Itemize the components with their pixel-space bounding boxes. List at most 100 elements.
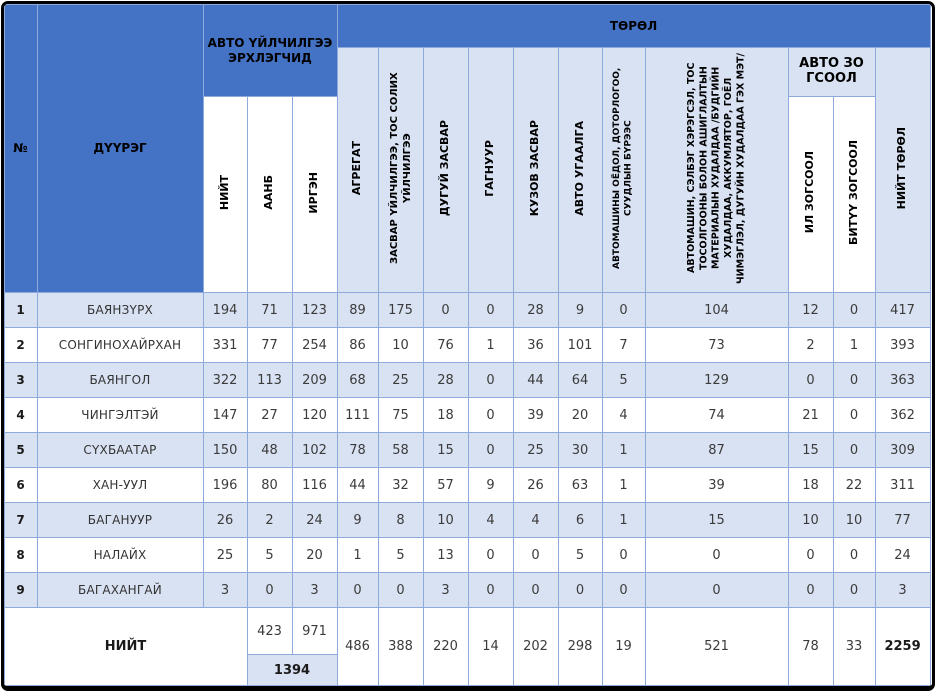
col-header-kuzov-zasvar: КУЗОВ ЗАСВАР [512, 47, 559, 293]
data-cell: 87 [644, 432, 789, 468]
data-cell: 89 [336, 292, 379, 328]
data-cell: 4 [467, 502, 514, 538]
data-cell: 1 [601, 467, 646, 503]
data-cell: 417 [874, 292, 931, 328]
district-name: БАГАХАНГАЙ [36, 572, 204, 608]
data-cell: 194 [202, 292, 248, 328]
data-cell: 0 [467, 362, 514, 398]
data-cell: 3 [422, 572, 469, 608]
data-cell: 25 [512, 432, 559, 468]
col-header-niit: НИЙТ [202, 96, 248, 293]
data-cell: 0 [832, 572, 876, 608]
row-number: 1 [3, 292, 38, 328]
data-cell: 0 [787, 537, 834, 573]
row-number: 7 [3, 502, 38, 538]
row-number: 6 [3, 467, 38, 503]
data-cell: 18 [787, 467, 834, 503]
data-cell: 101 [557, 327, 603, 363]
data-cell: 0 [422, 292, 469, 328]
data-cell: 15 [644, 502, 789, 538]
data-cell: 36 [512, 327, 559, 363]
data-cell: 1 [832, 327, 876, 363]
data-cell: 24 [874, 537, 931, 573]
data-cell: 0 [467, 432, 514, 468]
col-header-il-zogsool: ИЛ ЗОГСООЛ [787, 96, 834, 293]
total-cell: 202 [512, 607, 559, 686]
data-cell: 1 [336, 537, 379, 573]
data-cell: 175 [377, 292, 424, 328]
totals-row: НИЙТ 423 971 486 388 220 14 202 298 19 5… [3, 607, 931, 686]
data-cell: 0 [467, 292, 514, 328]
data-cell: 5 [246, 537, 293, 573]
data-cell: 0 [832, 432, 876, 468]
data-cell: 25 [377, 362, 424, 398]
row-number: 2 [3, 327, 38, 363]
row-number: 5 [3, 432, 38, 468]
district-name: ЧИНГЭЛТЭЙ [36, 397, 204, 433]
district-name: ХАН-УУЛ [36, 467, 204, 503]
data-cell: 80 [246, 467, 293, 503]
auto-service-statistics-table: № ДҮҮРЭГ АВТО ҮЙЛЧИЛГЭЭ ЭРХЛЭГЧИД ТӨРӨЛ … [3, 4, 931, 686]
data-cell: 15 [787, 432, 834, 468]
data-cell: 111 [336, 397, 379, 433]
table-row: 3 БАЯНГОЛ 322 113 209 68 25 28 0 44 64 5… [3, 362, 931, 398]
district-name: СОНГИНОХАЙРХАН [36, 327, 204, 363]
total-cell: 14 [467, 607, 514, 686]
data-cell: 15 [422, 432, 469, 468]
data-cell: 28 [422, 362, 469, 398]
data-cell: 0 [832, 537, 876, 573]
data-cell: 0 [601, 292, 646, 328]
data-cell: 58 [377, 432, 424, 468]
data-cell: 8 [377, 502, 424, 538]
total-aanb-cell: 423 [246, 607, 293, 655]
data-cell: 104 [644, 292, 789, 328]
total-irgen-cell: 971 [291, 607, 338, 655]
data-cell: 113 [246, 362, 293, 398]
data-cell: 78 [336, 432, 379, 468]
data-cell: 129 [644, 362, 789, 398]
data-cell: 150 [202, 432, 248, 468]
data-cell: 0 [832, 292, 876, 328]
total-cell: 78 [787, 607, 834, 686]
total-cell: 19 [601, 607, 646, 686]
data-cell: 331 [202, 327, 248, 363]
data-cell: 5 [601, 362, 646, 398]
data-cell: 0 [644, 537, 789, 573]
district-name: БАЯНЗҮРХ [36, 292, 204, 328]
table-row: 2 СОНГИНОХАЙРХАН 331 77 254 86 10 76 1 3… [3, 327, 931, 363]
data-cell: 9 [557, 292, 603, 328]
total-cell: 33 [832, 607, 876, 686]
table-row: 1 БАЯНЗҮРХ 194 71 123 89 175 0 0 28 9 0 … [3, 292, 931, 328]
data-cell: 10 [787, 502, 834, 538]
data-cell: 0 [336, 572, 379, 608]
header-row-groups: № ДҮҮРЭГ АВТО ҮЙЛЧИЛГЭЭ ЭРХЛЭГЧИД ТӨРӨЛ [3, 4, 931, 293]
col-header-bituu-zogsool: БИТҮҮ ЗОГСООЛ [832, 96, 876, 293]
data-cell: 116 [291, 467, 338, 503]
data-cell: 18 [422, 397, 469, 433]
data-cell: 120 [291, 397, 338, 433]
data-cell: 10 [832, 502, 876, 538]
data-cell: 254 [291, 327, 338, 363]
data-cell: 28 [512, 292, 559, 328]
data-cell: 102 [291, 432, 338, 468]
header-row-subcolumns: НИЙТ ААНБ ИРГЭН ИЛ ЗОГСООЛ БИТҮҮ ЗОГСООЛ [4, 96, 930, 293]
data-cell: 0 [377, 572, 424, 608]
data-cell: 12 [787, 292, 834, 328]
table-row: 4 ЧИНГЭЛТЭЙ 147 27 120 111 75 18 0 39 20… [3, 397, 931, 433]
district-name: НАЛАЙХ [36, 537, 204, 573]
data-cell: 1 [601, 432, 646, 468]
table-row: 5 СҮХБААТАР 150 48 102 78 58 15 0 25 30 … [3, 432, 931, 468]
data-cell: 393 [874, 327, 931, 363]
data-cell: 0 [787, 572, 834, 608]
district-name: СҮХБААТАР [36, 432, 204, 468]
data-cell: 32 [377, 467, 424, 503]
total-cell: 298 [557, 607, 603, 686]
data-cell: 77 [246, 327, 293, 363]
col-header-district: ДҮҮРЭГ [36, 4, 204, 293]
total-cell: 521 [644, 607, 789, 686]
data-cell: 0 [246, 572, 293, 608]
data-cell: 10 [422, 502, 469, 538]
data-cell: 0 [512, 537, 559, 573]
total-cell: 220 [422, 607, 469, 686]
data-cell: 0 [644, 572, 789, 608]
